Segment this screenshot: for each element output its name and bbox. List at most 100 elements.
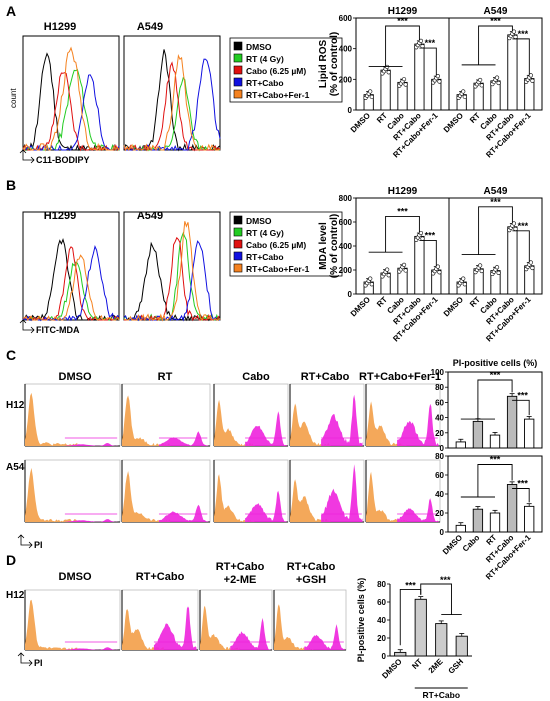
histogram-frame bbox=[24, 383, 121, 447]
x-tick-label: DMSO bbox=[442, 295, 465, 318]
data-point bbox=[437, 270, 442, 275]
group-label: RT+Cabo bbox=[422, 690, 460, 700]
legend-frame bbox=[229, 211, 343, 277]
histogram-magenta bbox=[153, 606, 197, 650]
histogram-magenta bbox=[64, 647, 119, 650]
legend-entry: Cabo (6.25 µM) bbox=[246, 66, 306, 76]
sig-bracket bbox=[419, 239, 437, 266]
sig-label: *** bbox=[425, 38, 436, 48]
data-point bbox=[462, 94, 467, 99]
flow-b-axis-arrow bbox=[19, 319, 35, 334]
flow-curve bbox=[22, 238, 120, 322]
legend-entry: Cabo (6.25 µM) bbox=[246, 240, 306, 250]
c-axis-arrow bbox=[17, 534, 33, 549]
histogram-magenta bbox=[321, 464, 363, 522]
flow-b-cell-h1299: H1299 bbox=[44, 210, 76, 222]
y-tick-label: 200 bbox=[339, 266, 353, 275]
histogram-orange bbox=[366, 471, 407, 522]
data-point bbox=[369, 282, 374, 287]
sig-bracket bbox=[477, 464, 513, 497]
data-point bbox=[494, 265, 500, 270]
flow-curve bbox=[22, 261, 120, 321]
data-point bbox=[435, 264, 440, 269]
data-point bbox=[461, 276, 466, 281]
y-tick-label: 20 bbox=[435, 429, 444, 438]
data-point bbox=[369, 94, 374, 99]
legend-entry: RT (4 Gy) bbox=[246, 228, 284, 238]
sig-bracket bbox=[512, 488, 530, 503]
d-axis-arrow bbox=[17, 652, 33, 667]
bar bbox=[524, 418, 535, 449]
legend-swatch bbox=[233, 239, 243, 249]
y-tick-label: 80 bbox=[377, 580, 386, 589]
data-point bbox=[494, 75, 500, 80]
c-header-dmso: DMSO bbox=[59, 371, 92, 383]
sig-bracket bbox=[478, 25, 513, 65]
flow-curve bbox=[123, 54, 221, 152]
legend-frame bbox=[229, 37, 343, 103]
y-tick-label: 200 bbox=[339, 75, 353, 84]
legend-swatch bbox=[233, 215, 243, 225]
legend-a: DMSO RT (4 Gy) Cabo (6.25 µM) RT+Cabo RT+Cab… bbox=[229, 37, 343, 103]
bar bbox=[455, 524, 466, 533]
chart-c-h1299: 0 20 40 60 80 100 *** *** PI-positive cells (%) bbox=[431, 358, 543, 453]
bar bbox=[506, 484, 518, 533]
y-tick-label: 40 bbox=[435, 414, 444, 423]
histogram-orange bbox=[25, 392, 78, 446]
legend-entry: RT (4 Gy) bbox=[246, 54, 284, 64]
sig-label: *** bbox=[425, 230, 436, 240]
y-axis-label: (% of control) bbox=[329, 214, 340, 278]
legend-swatch bbox=[233, 77, 243, 87]
d-header-gsh-l1: RT+Cabo bbox=[287, 561, 336, 573]
histogram-magenta bbox=[321, 394, 363, 446]
d-xlabel: PI bbox=[34, 658, 43, 668]
c-xlabel: PI bbox=[34, 540, 43, 550]
data-point bbox=[528, 260, 533, 265]
panel-c-headers: DMSO RT Cabo RT+Cabo RT+Cabo+Fer-1 H1299… bbox=[6, 371, 441, 550]
histogram-frame bbox=[24, 459, 121, 523]
histogram-magenta bbox=[64, 443, 119, 446]
data-point bbox=[401, 77, 407, 82]
data-point bbox=[385, 267, 390, 272]
flow-a-axis-arrow bbox=[19, 149, 35, 164]
histogram-orange bbox=[25, 599, 78, 650]
y-tick-label: 0 bbox=[348, 290, 353, 299]
legend-swatch bbox=[233, 65, 243, 75]
data-point bbox=[496, 80, 501, 86]
y-axis-label: PI-positive cells (%) bbox=[356, 578, 366, 663]
bar bbox=[394, 651, 407, 657]
sig-bracket bbox=[478, 206, 513, 255]
bar bbox=[414, 43, 425, 111]
bar bbox=[455, 441, 466, 449]
data-point bbox=[479, 268, 484, 274]
sig-label: *** bbox=[397, 16, 408, 26]
flow-curve bbox=[123, 221, 221, 322]
bar bbox=[507, 34, 518, 111]
bar bbox=[380, 69, 391, 111]
histogram-magenta bbox=[245, 411, 287, 446]
legend-entry: RT+Cabo+Fer-1 bbox=[246, 90, 310, 100]
flow-a-cell-h1299: H1299 bbox=[44, 21, 76, 33]
group-title: H1299 bbox=[388, 6, 418, 17]
data-point bbox=[437, 79, 442, 84]
y-tick-label: 100 bbox=[431, 368, 445, 377]
data-point bbox=[435, 74, 440, 79]
histogram-magenta bbox=[158, 431, 209, 446]
y-tick-label: 20 bbox=[377, 634, 386, 643]
flow-curve bbox=[22, 68, 119, 152]
histogram-magenta bbox=[64, 519, 119, 522]
legend-swatch bbox=[233, 89, 243, 99]
flow-curve bbox=[22, 74, 120, 151]
y-tick-label: 0 bbox=[440, 444, 445, 453]
sig-label: *** bbox=[440, 575, 451, 585]
x-tick-label: GSH bbox=[447, 657, 466, 676]
sig-bracket bbox=[420, 583, 452, 615]
d-header-dmso: DMSO bbox=[59, 571, 92, 583]
sig-bracket bbox=[512, 38, 530, 75]
panel-d-headers: DMSO RT+Cabo RT+Cabo +2-ME RT+Cabo +GSH … bbox=[6, 561, 336, 668]
data-point bbox=[478, 77, 483, 83]
